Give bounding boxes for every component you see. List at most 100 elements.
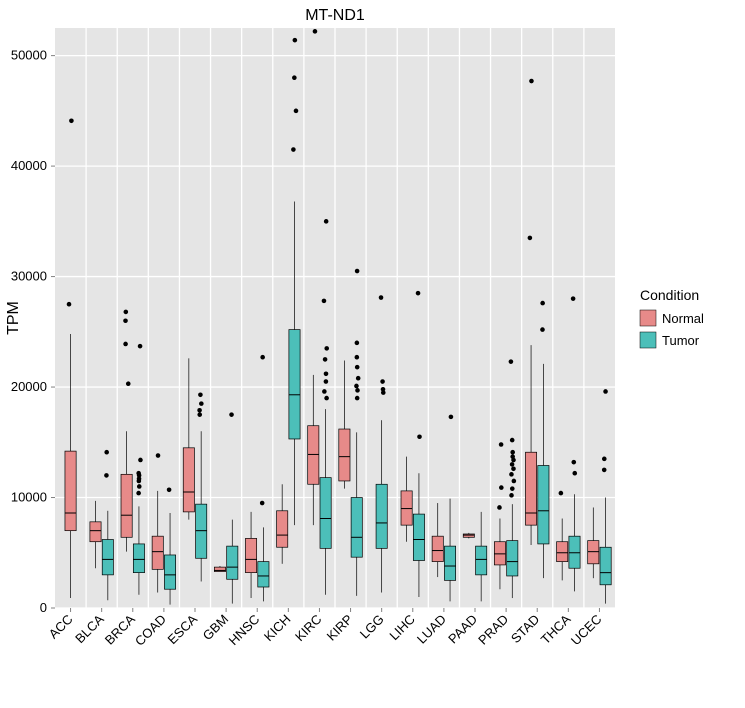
outlier-UCEC-tumor <box>602 468 607 473</box>
legend-swatch-tumor <box>640 332 656 348</box>
outlier-ACC-normal <box>69 119 74 124</box>
x-tick-label: LIHC <box>386 612 418 644</box>
outlier-BRCA-normal <box>123 318 128 323</box>
outlier-KIRC-tumor <box>323 357 328 362</box>
box-LIHC-normal <box>401 491 412 525</box>
outlier-GBM-tumor <box>229 412 234 417</box>
outlier-PRAD-tumor <box>509 359 514 364</box>
outlier-KIRP-tumor <box>355 355 360 360</box>
outlier-KIRP-tumor <box>355 396 360 401</box>
outlier-ESCA-tumor <box>198 392 203 397</box>
outlier-BRCA-tumor <box>136 471 141 476</box>
box-STAD-tumor <box>538 465 549 543</box>
outlier-ESCA-tumor <box>197 408 202 413</box>
box-PAAD-normal <box>463 534 474 537</box>
x-tick-label: PRAD <box>475 612 511 648</box>
outlier-PRAD-normal <box>499 485 504 490</box>
box-COAD-normal <box>152 536 163 569</box>
outlier-THCA-tumor <box>572 471 577 476</box>
outlier-BRCA-normal <box>123 342 128 347</box>
box-PRAD-normal <box>494 542 505 565</box>
y-tick-label: 40000 <box>11 158 47 173</box>
outlier-KIRC-tumor <box>324 219 329 224</box>
outlier-STAD-normal <box>528 236 533 241</box>
box-LUAD-normal <box>432 536 443 561</box>
box-KICH-tumor <box>289 330 300 439</box>
outlier-BRCA-tumor <box>138 344 143 349</box>
box-ESCA-normal <box>183 448 194 512</box>
outlier-UCEC-tumor <box>603 389 608 394</box>
outlier-BRCA-tumor <box>138 458 143 463</box>
outlier-PRAD-normal <box>497 505 502 510</box>
chart-title: MT-ND1 <box>305 7 365 24</box>
y-axis-label: TPM <box>5 301 22 335</box>
outlier-PRAD-tumor <box>510 454 515 459</box>
legend-label-tumor: Tumor <box>662 333 700 348</box>
box-ACC-normal <box>65 451 76 531</box>
outlier-PRAD-tumor <box>509 493 514 498</box>
box-KICH-normal <box>277 511 288 547</box>
outlier-LIHC-tumor <box>417 434 422 439</box>
x-tick-label: BLCA <box>72 611 107 646</box>
box-STAD-normal <box>525 452 536 525</box>
outlier-LGG-tumor <box>380 379 385 384</box>
outlier-STAD-tumor <box>540 301 545 306</box>
y-tick-label: 30000 <box>11 269 47 284</box>
outlier-LIHC-tumor <box>416 291 421 296</box>
box-LGG-tumor <box>376 484 387 548</box>
outlier-PRAD-tumor <box>512 479 517 484</box>
x-tick-label: LUAD <box>414 612 449 647</box>
outlier-BLCA-tumor <box>104 473 109 478</box>
x-tick-label: BRCA <box>102 611 138 647</box>
box-BLCA-tumor <box>102 540 113 575</box>
outlier-PRAD-tumor <box>509 472 514 477</box>
box-HNSC-normal <box>245 538 256 572</box>
outlier-KIRP-tumor <box>356 376 361 381</box>
outlier-KIRC-normal <box>313 29 318 34</box>
box-KIRC-tumor <box>320 478 331 549</box>
legend-swatch-normal <box>640 310 656 326</box>
x-tick-label: KIRC <box>292 612 325 645</box>
box-HNSC-tumor <box>258 562 269 587</box>
outlier-ACC-normal <box>67 302 72 307</box>
x-tick-label: STAD <box>508 612 542 646</box>
box-UCEC-normal <box>588 541 599 564</box>
box-GBM-tumor <box>227 546 238 579</box>
box-KIRC-normal <box>308 426 319 485</box>
outlier-PRAD-tumor <box>510 450 515 455</box>
box-PRAD-tumor <box>507 541 518 576</box>
x-tick-label: ACC <box>46 612 76 642</box>
outlier-KICH-tumor <box>293 38 298 43</box>
outlier-PRAD-normal <box>499 442 504 447</box>
box-ESCA-tumor <box>196 504 207 558</box>
outlier-KIRC-tumor <box>324 396 329 401</box>
outlier-KICH-tumor <box>291 147 296 152</box>
outlier-KIRC-tumor <box>322 299 327 304</box>
x-tick-label: ESCA <box>164 611 200 647</box>
outlier-BRCA-normal <box>126 381 131 386</box>
outlier-KIRC-tumor <box>322 389 327 394</box>
outlier-KICH-tumor <box>294 109 299 114</box>
x-tick-label: LGG <box>357 612 387 642</box>
box-LUAD-tumor <box>444 546 455 580</box>
x-tick-label: THCA <box>538 611 574 647</box>
outlier-KIRP-tumor <box>354 384 359 389</box>
outlier-STAD-tumor <box>540 327 545 332</box>
box-COAD-tumor <box>164 555 175 589</box>
outlier-LUAD-tumor <box>449 415 454 420</box>
box-UCEC-tumor <box>600 547 611 585</box>
outlier-BRCA-tumor <box>136 491 141 496</box>
outlier-PRAD-tumor <box>511 467 516 472</box>
outlier-PRAD-tumor <box>510 486 515 491</box>
outlier-LGG-tumor <box>381 387 386 392</box>
outlier-HNSC-tumor <box>260 501 265 506</box>
outlier-BRCA-tumor <box>137 484 142 489</box>
x-tick-label: KICH <box>261 612 294 645</box>
box-KIRP-normal <box>339 429 350 481</box>
outlier-STAD-normal <box>529 79 534 84</box>
x-tick-label: HNSC <box>226 612 263 649</box>
box-LIHC-tumor <box>413 514 424 560</box>
outlier-PRAD-tumor <box>510 438 515 443</box>
y-tick-label: 20000 <box>11 379 47 394</box>
outlier-COAD-normal <box>156 453 161 458</box>
